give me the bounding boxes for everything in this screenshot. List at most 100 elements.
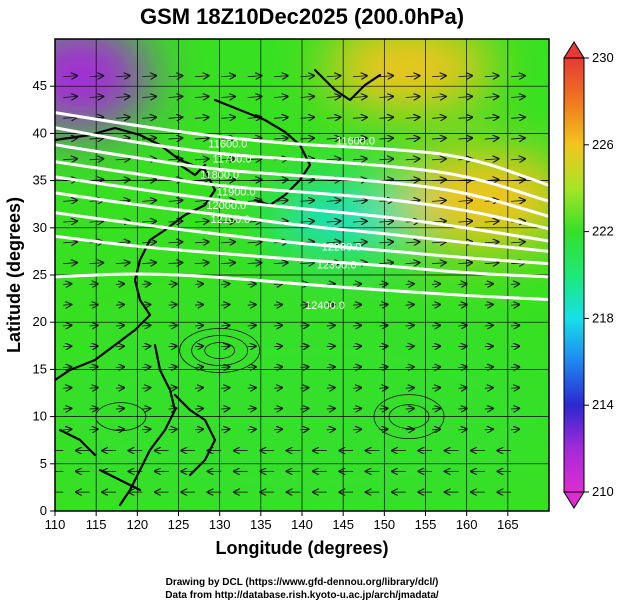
streamline-arrow [379, 96, 393, 97]
streamline-arrow [326, 284, 335, 285]
colorbar-tick-label: 230 [592, 50, 614, 65]
streamline-arrow [247, 242, 262, 243]
streamline-arrow [458, 305, 466, 306]
streamline-arrow [484, 138, 499, 139]
streamline-arrow [89, 305, 98, 306]
streamline-arrow [353, 429, 361, 430]
streamline-arrow [168, 242, 183, 243]
streamline-arrow [142, 346, 150, 347]
height-contours [55, 111, 549, 302]
streamline-arrow [221, 325, 229, 326]
streamline-arrow [89, 76, 104, 77]
streamline-arrow [273, 388, 282, 389]
colorbar-tick-label: 226 [592, 137, 614, 152]
streamline-arrow [484, 346, 493, 347]
streamline-arrow [432, 429, 440, 430]
streamline-arrow [194, 76, 209, 77]
streamline-arrow [511, 117, 525, 118]
streamline-arrow [511, 388, 519, 389]
streamline-arrow [142, 263, 156, 264]
streamline-arrow [63, 408, 71, 409]
contour-label: 11600.0 [336, 136, 375, 148]
streamline-arrow [142, 367, 150, 368]
contour-11900.0 [55, 160, 549, 231]
streamline-arrow [89, 346, 98, 347]
streamline-arrow [142, 117, 156, 118]
streamline-arrow [326, 346, 335, 347]
streamline-arrow [194, 242, 209, 243]
y-tick-label: 15 [33, 361, 47, 376]
streamline-arrow [63, 305, 71, 306]
streamline-arrow [168, 284, 177, 285]
streamline-arrow [221, 367, 229, 368]
streamline-arrow [326, 388, 335, 389]
streamline-arrow [273, 263, 288, 264]
streamline-arrow [194, 159, 209, 160]
streamline-arrow [221, 159, 235, 160]
streamline-arrow [247, 367, 256, 368]
streamline-arrow [247, 159, 262, 160]
contour-label: 11700.0 [213, 154, 252, 166]
streamline-arrow [484, 284, 493, 285]
streamline-arrow [300, 263, 314, 264]
streamline-arrow [63, 367, 71, 368]
chart-title: GSM 18Z10Dec2025 (200.0hPa) [140, 4, 464, 29]
streamline-arrow [89, 221, 104, 222]
streamline-arrow [115, 263, 130, 264]
streamline-arrow [221, 429, 229, 430]
streamline-arrow [326, 242, 341, 243]
streamline-arrow [142, 408, 150, 409]
x-tick-label: 160 [456, 517, 478, 532]
streamline-arrow [353, 305, 361, 306]
streamline-arrow [273, 117, 288, 118]
streamline-arrow [273, 96, 288, 97]
y-tick-label: 5 [40, 456, 47, 471]
streamline-arrow [273, 346, 282, 347]
streamline-arrow [221, 346, 229, 347]
streamline-arrow [405, 367, 414, 368]
streamline-arrow [432, 242, 446, 243]
streamline-arrow [326, 221, 341, 222]
streamline-arrow [405, 325, 414, 326]
streamline-arrow [273, 429, 282, 430]
streamline-arrow [458, 221, 472, 222]
streamline-arrow [168, 96, 183, 97]
streamline-arrow [300, 200, 314, 201]
streamline-arrow [458, 429, 466, 430]
streamline-arrow [89, 367, 98, 368]
streamline-arrow [511, 305, 519, 306]
streamline-arrow [63, 96, 77, 97]
y-axis-label: Latitude (degrees) [4, 197, 24, 353]
streamline-arrow [511, 346, 519, 347]
colorbar-ticks: 210 214 218 222 226 230 [584, 50, 614, 499]
colorbar-gradient [563, 57, 585, 493]
streamline-arrow [247, 200, 262, 201]
contour-label: 12000.0 [206, 200, 246, 212]
streamline-arrow [353, 76, 367, 77]
streamline-arrow [326, 367, 335, 368]
streamline-arrow [89, 325, 98, 326]
streamline-arrow [484, 242, 499, 243]
streamline-arrow [326, 96, 341, 97]
streamline-arrow [458, 367, 466, 368]
streamline-arrow [432, 408, 440, 409]
streamline-arrow [63, 284, 71, 285]
streamline-arrow [326, 117, 341, 118]
streamline-arrow [353, 200, 367, 201]
y-tick-label: 35 [33, 173, 47, 188]
streamline-arrow [168, 138, 183, 139]
streamline-arrow [168, 305, 177, 306]
streamline-arrow [484, 96, 499, 97]
streamline-arrow [247, 76, 262, 77]
x-tick-label: 120 [126, 517, 148, 532]
streamline-arrow [484, 305, 493, 306]
streamline-arrow [89, 388, 98, 389]
streamline-arrow [458, 263, 472, 264]
streamline-arrow [432, 138, 446, 139]
streamline-arrow [273, 325, 282, 326]
streamline-arrow [379, 305, 387, 306]
streamline-arrow [353, 284, 361, 285]
contour-label: 11800.0 [200, 170, 239, 182]
x-axis-ticks: 110 115 120 125 130 135 140 145 150 155 160 165 [45, 511, 519, 532]
